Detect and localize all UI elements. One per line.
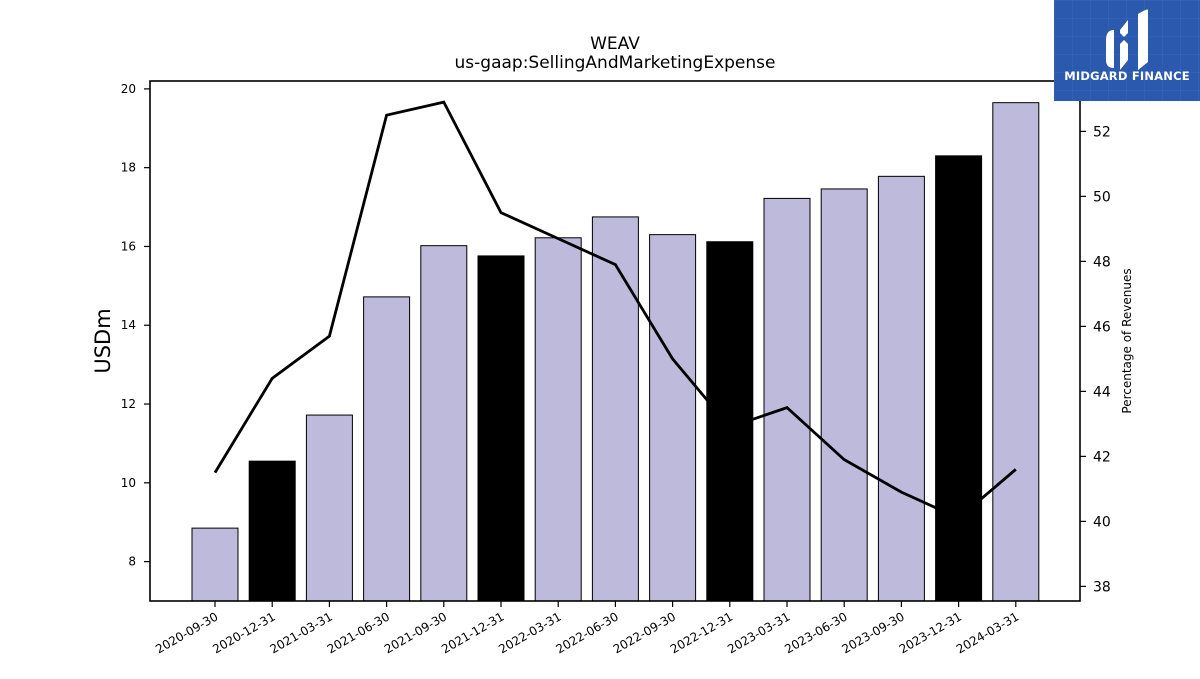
pct-revenue-line xyxy=(213,100,1017,520)
x-tick-label: 2021-12-31 xyxy=(439,609,506,656)
bar-2020-09-30 xyxy=(191,527,239,602)
y-tick-label: 8 xyxy=(128,555,136,569)
y2-tick-label: 42 xyxy=(1093,449,1111,465)
bar-2022-06-30 xyxy=(591,216,639,602)
chart-subtitle: us-gaap:SellingAndMarketingExpense xyxy=(455,53,776,73)
bar-2023-09-30 xyxy=(877,175,925,602)
x-tick-label: 2020-09-30 xyxy=(153,609,220,656)
y2-tick-label: 44 xyxy=(1093,384,1111,400)
y-tick-label: 18 xyxy=(121,161,136,175)
bar-2023-03-31 xyxy=(763,197,811,602)
y2-tick-label: 40 xyxy=(1093,514,1111,530)
x-tick-label: 2023-03-31 xyxy=(725,609,792,656)
y2-tick-label: 38 xyxy=(1093,579,1111,595)
chart-title: WEAV xyxy=(590,34,640,54)
y2-tick-label: 50 xyxy=(1093,189,1111,205)
y2-axis-label: Percentage of Revenues xyxy=(1120,268,1134,413)
x-tick-label: 2020-12-31 xyxy=(210,609,277,656)
bar-2021-06-30 xyxy=(363,296,411,602)
y-axis-label: USDm xyxy=(91,308,115,373)
x-tick-label: 2023-06-30 xyxy=(782,609,849,656)
bars-layer xyxy=(191,102,1040,602)
y-tick-label: 14 xyxy=(121,318,136,332)
bar-2023-12-31 xyxy=(935,155,983,602)
x-tick-label: 2021-06-30 xyxy=(325,609,392,656)
y-tick-label: 16 xyxy=(121,239,136,253)
x-tick-label: 2024-03-31 xyxy=(954,609,1021,656)
midgard-finance-logo: MIDGARD FINANCE xyxy=(1054,0,1200,101)
y2-tick-label: 46 xyxy=(1093,319,1111,335)
bar-2020-12-31 xyxy=(248,460,296,602)
y2-tick-label: 48 xyxy=(1093,254,1111,270)
bar-2022-03-31 xyxy=(534,237,582,602)
x-tick-label: 2022-12-31 xyxy=(668,609,735,656)
y-tick-label: 20 xyxy=(121,82,136,96)
y-tick-label: 12 xyxy=(121,397,136,411)
bar-2021-03-31 xyxy=(305,414,353,602)
bar-2023-06-30 xyxy=(820,188,868,602)
bar-2021-12-31 xyxy=(477,255,525,602)
bar-2022-09-30 xyxy=(649,234,697,602)
x-tick-label: 2021-03-31 xyxy=(267,609,334,656)
midgard-logo-icon xyxy=(1054,0,1200,101)
x-tick-label: 2022-09-30 xyxy=(611,609,678,656)
x-tick-label: 2023-12-31 xyxy=(897,609,964,656)
logo-text: MIDGARD FINANCE xyxy=(1064,69,1190,83)
line-layer xyxy=(213,100,1017,520)
y2-tick-label: 52 xyxy=(1093,124,1111,140)
x-tick-label: 2022-06-30 xyxy=(553,609,620,656)
x-tick-label: 2021-09-30 xyxy=(382,609,449,656)
bar-2021-09-30 xyxy=(420,245,468,602)
y-tick-label: 10 xyxy=(121,476,136,490)
bar-2024-03-31 xyxy=(992,102,1040,602)
x-tick-label: 2022-03-31 xyxy=(496,609,563,656)
x-tick-label: 2023-09-30 xyxy=(839,609,906,656)
